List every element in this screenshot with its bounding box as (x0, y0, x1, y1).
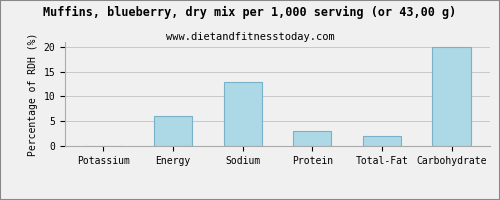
Text: Muffins, blueberry, dry mix per 1,000 serving (or 43,00 g): Muffins, blueberry, dry mix per 1,000 se… (44, 6, 457, 19)
Text: www.dietandfitnesstoday.com: www.dietandfitnesstoday.com (166, 32, 334, 42)
Bar (363, 136, 401, 146)
Bar (432, 47, 470, 146)
Y-axis label: Percentage of RDH (%): Percentage of RDH (%) (28, 32, 38, 156)
Bar (293, 131, 332, 146)
Bar (224, 82, 262, 146)
Bar (154, 116, 192, 146)
